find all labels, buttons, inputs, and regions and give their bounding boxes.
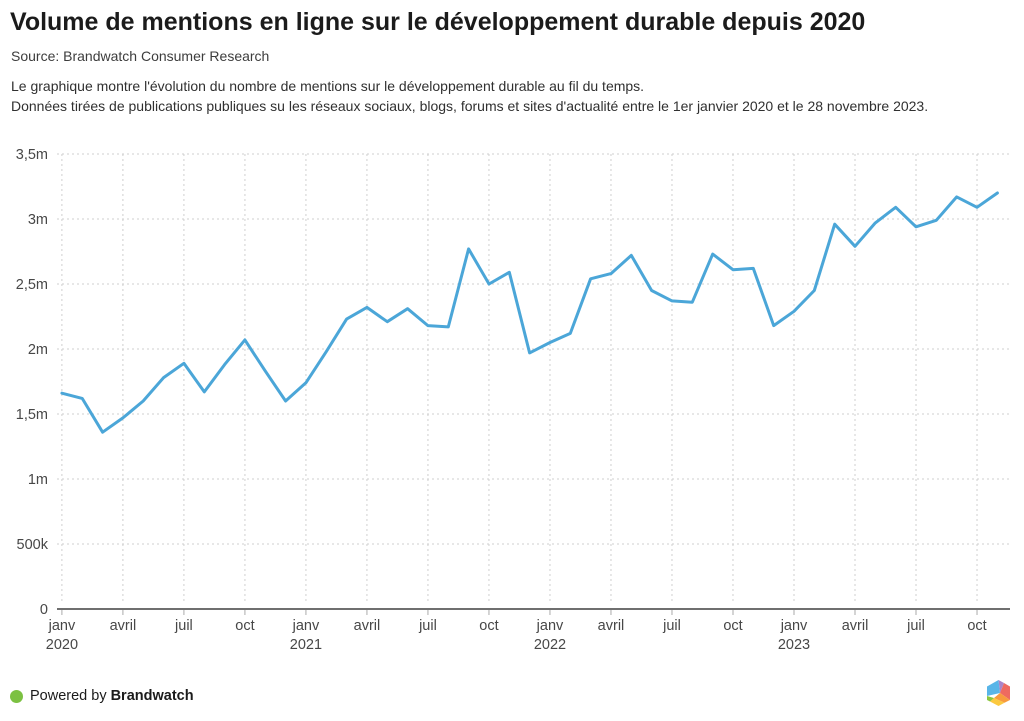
y-axis-tick-label: 3m xyxy=(28,212,48,228)
chart-description: Le graphique montre l'évolution du nombr… xyxy=(11,77,928,116)
logo-segment xyxy=(987,696,994,702)
y-axis-tick-label: 500k xyxy=(17,537,49,553)
x-axis-tick-label: avril xyxy=(354,618,381,634)
logo-segment xyxy=(987,680,1000,696)
x-axis-tick-label: janv xyxy=(292,618,320,634)
y-axis-tick-label: 0 xyxy=(40,602,48,618)
x-axis-tick-label: oct xyxy=(723,618,742,634)
logo-segment xyxy=(990,698,1005,706)
x-axis-tick-label: avril xyxy=(842,618,869,634)
y-axis-tick-label: 1,5m xyxy=(16,407,48,423)
x-axis-year-label: 2023 xyxy=(778,637,810,653)
logo-segment xyxy=(1000,683,1010,700)
x-axis-year-label: 2021 xyxy=(290,637,322,653)
brand-name[interactable]: Brandwatch xyxy=(110,688,194,704)
y-axis-tick-label: 2m xyxy=(28,342,48,358)
logo-segment xyxy=(994,693,1010,703)
x-axis-tick-label: janv xyxy=(780,618,808,634)
x-axis-tick-label: avril xyxy=(110,618,137,634)
x-axis-year-label: 2022 xyxy=(534,637,566,653)
x-axis-tick-label: avril xyxy=(598,618,625,634)
mentions-data-line xyxy=(60,191,999,434)
powered-by-text: Powered by xyxy=(30,688,107,704)
x-axis-tick-label: oct xyxy=(479,618,498,634)
x-axis-tick-label: janv xyxy=(536,618,564,634)
page-title: Volume de mentions en ligne sur le dével… xyxy=(10,8,866,36)
x-axis-tick-label: juil xyxy=(906,618,925,634)
source-text: Source: Brandwatch Consumer Research xyxy=(11,48,270,64)
x-axis-tick-label: juil xyxy=(174,618,193,634)
y-axis-tick-label: 2,5m xyxy=(16,277,48,293)
logo-segment xyxy=(998,680,1004,693)
x-axis-tick-label: oct xyxy=(235,618,254,634)
brandwatch-hexagon-logo[interactable] xyxy=(984,679,1013,708)
y-axis-tick-label: 1m xyxy=(28,472,48,488)
powered-by-dot-icon xyxy=(10,689,23,703)
x-axis-year-label: 2020 xyxy=(46,637,78,653)
description-line-2: Données tirées de publications publiques… xyxy=(11,97,929,114)
x-axis-tick-label: oct xyxy=(967,618,986,634)
x-axis-tick-label: juil xyxy=(418,618,437,634)
description-line-1: Le graphique montre l'évolution du nombr… xyxy=(11,78,645,94)
y-axis-tick-label: 3,5m xyxy=(16,147,48,163)
footer: Powered by Brandwatch xyxy=(10,686,194,706)
x-axis-tick-label: juil xyxy=(662,618,681,634)
x-axis-tick-label: janv xyxy=(48,618,76,634)
